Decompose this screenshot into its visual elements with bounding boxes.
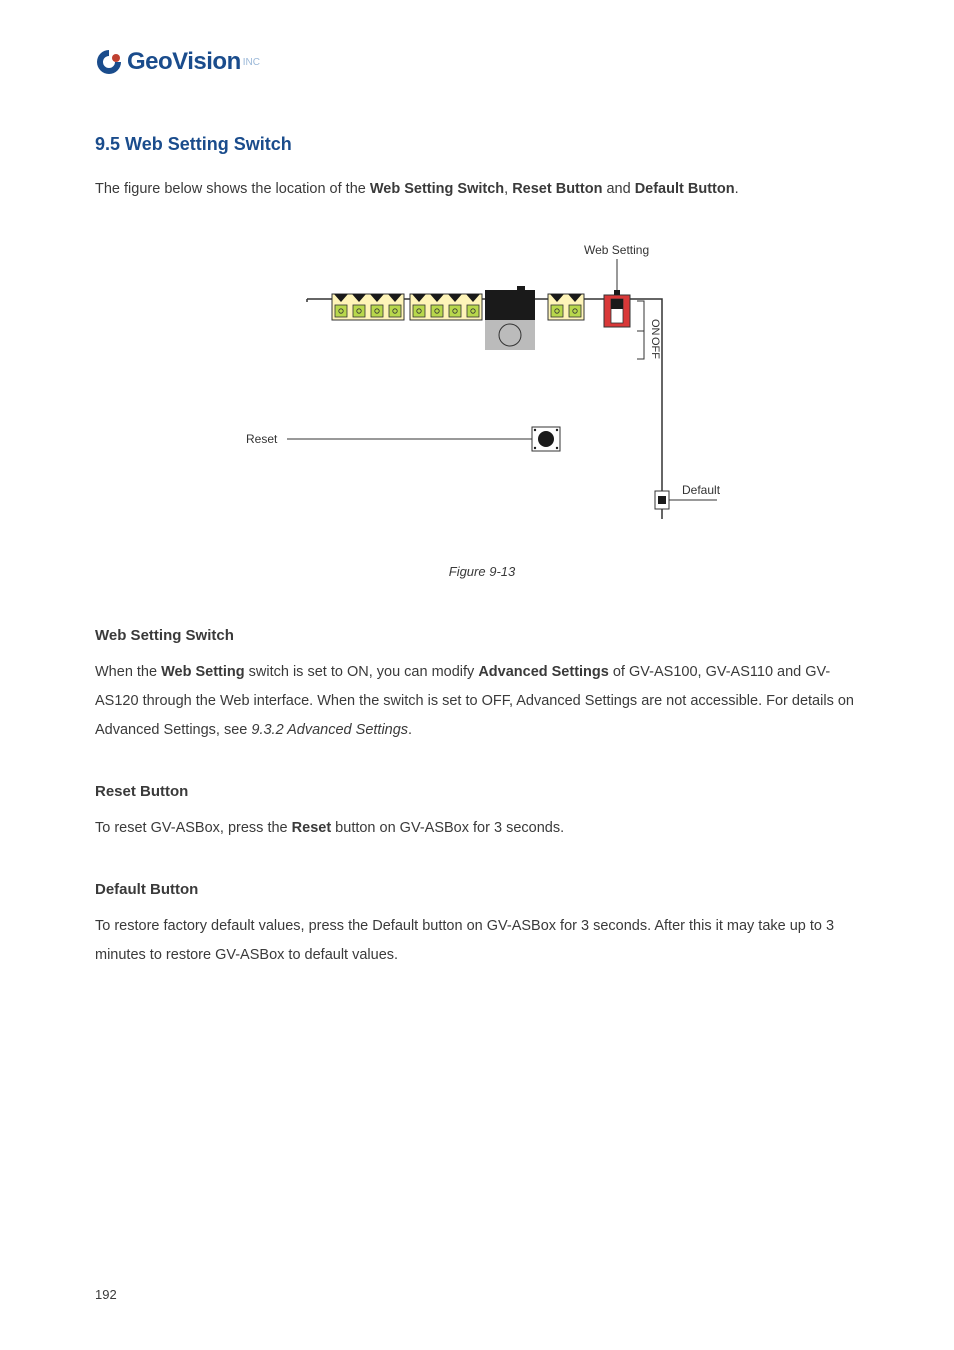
s3-text-1: To restore factory default values, press… (95, 918, 834, 963)
svg-text:Default: Default (682, 483, 721, 497)
svg-text:Reset: Reset (246, 432, 278, 446)
s2-bold-1: Reset (292, 820, 332, 836)
intro-bold-1: Web Setting Switch (370, 181, 504, 197)
intro-text-1: The figure below shows the location of t… (95, 181, 370, 197)
s2-text-2: button on GV-ASBox for 3 seconds. (331, 820, 564, 836)
section-heading: 9.5 Web Setting Switch (95, 134, 869, 155)
subsection-web-setting: Web Setting Switch When the Web Setting … (95, 627, 869, 745)
subsection1-heading: Web Setting Switch (95, 627, 869, 644)
subsection3-text: To restore factory default values, press… (95, 912, 869, 970)
svg-text:ON: ON (649, 319, 661, 336)
s1-italic-1: 9.3.2 Advanced Settings (251, 722, 408, 738)
logo-icon (95, 48, 123, 76)
intro-text-2: , (504, 181, 512, 197)
s1-text-1: When the (95, 664, 161, 680)
subsection-default: Default Button To restore factory defaul… (95, 881, 869, 970)
page-number: 192 (95, 1287, 117, 1302)
subsection3-heading: Default Button (95, 881, 869, 898)
s1-bold-2: Advanced Settings (478, 664, 609, 680)
logo-text: GeoVision (127, 48, 241, 76)
s2-text-1: To reset GV-ASBox, press the (95, 820, 292, 836)
subsection1-text: When the Web Setting switch is set to ON… (95, 658, 869, 745)
s1-text-4: . (408, 722, 412, 738)
diagram: ONOFF Web Setting Reset Default (95, 239, 869, 539)
intro-paragraph: The figure below shows the location of t… (95, 175, 869, 204)
logo-suffix: INC (243, 57, 260, 68)
s1-bold-1: Web Setting (161, 664, 245, 680)
subsection2-heading: Reset Button (95, 783, 869, 800)
svg-text:Web Setting: Web Setting (584, 243, 649, 257)
subsection-reset: Reset Button To reset GV-ASBox, press th… (95, 783, 869, 843)
subsection2-text: To reset GV-ASBox, press the Reset butto… (95, 814, 869, 843)
intro-text-4: . (735, 181, 739, 197)
intro-bold-3: Default Button (635, 181, 735, 197)
intro-text-3: and (602, 181, 634, 197)
figure-caption: Figure 9-13 (95, 564, 869, 579)
intro-bold-2: Reset Button (512, 181, 602, 197)
s1-text-2: switch is set to ON, you can modify (245, 664, 479, 680)
logo-block: GeoVision INC (95, 48, 869, 76)
svg-text:OFF: OFF (649, 337, 661, 359)
